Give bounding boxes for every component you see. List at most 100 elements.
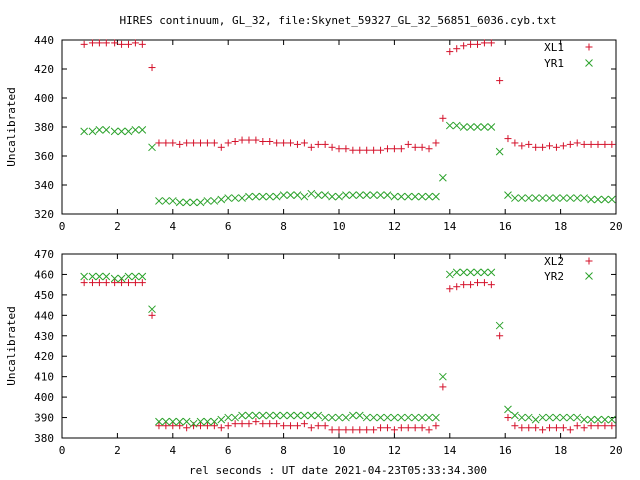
data-point — [124, 272, 133, 281]
data-point — [439, 383, 447, 391]
data-point — [328, 143, 336, 151]
bottom-y-ticks: 380 390 400 410 420 430 440 450 460 470 — [34, 248, 616, 445]
data-point — [168, 417, 177, 426]
x-axis-label: rel seconds : UT date 2021-04-23T05:33:3… — [189, 464, 487, 477]
data-point — [183, 424, 191, 432]
data-point — [328, 192, 336, 201]
data-point — [300, 411, 309, 420]
top-x-ticks: 0 2 4 6 8 10 12 14 16 18 20 — [59, 40, 623, 233]
data-point — [95, 39, 103, 47]
data-point — [559, 424, 567, 432]
data-point — [439, 173, 447, 182]
data-point — [376, 413, 385, 422]
data-point — [566, 194, 575, 202]
data-point — [287, 139, 295, 147]
data-point — [546, 142, 554, 150]
data-point — [495, 147, 504, 156]
bottom-legend: XL2 YR2 — [544, 255, 593, 283]
data-point — [552, 424, 560, 432]
data-point — [111, 279, 119, 287]
data-point — [196, 417, 205, 426]
data-point — [504, 414, 512, 422]
data-point — [259, 138, 267, 145]
data-point — [117, 127, 126, 136]
data-point — [342, 191, 350, 200]
data-point — [404, 424, 412, 432]
data-point — [594, 415, 602, 424]
data-point — [377, 424, 385, 432]
data-point — [342, 426, 350, 434]
data-point — [487, 123, 496, 131]
data-point — [259, 420, 267, 428]
data-point — [404, 140, 412, 148]
y-tick-label: 340 — [34, 179, 54, 192]
data-point — [355, 411, 364, 420]
data-point — [452, 121, 461, 130]
data-point — [404, 192, 413, 201]
x-tick-label: 16 — [499, 220, 512, 233]
legend-marker — [585, 43, 593, 51]
data-point — [566, 140, 574, 148]
bottom-panel: 0 2 4 6 8 10 12 14 16 18 20 380 390 400 410 420 430 440 4… — [5, 248, 623, 457]
data-point — [445, 270, 454, 279]
y-tick-label: 400 — [34, 92, 54, 105]
data-point — [487, 39, 495, 47]
data-point — [432, 192, 440, 201]
legend-label-xl2: XL2 — [544, 255, 564, 268]
bottom-series-xl2 — [80, 279, 616, 434]
data-point — [411, 424, 419, 432]
data-point — [539, 426, 547, 434]
top-series-xl1 — [80, 39, 616, 154]
data-point — [342, 413, 350, 422]
data-point — [265, 411, 274, 420]
data-point — [601, 195, 609, 204]
data-point — [321, 422, 329, 430]
x-tick-label: 10 — [332, 444, 345, 457]
data-point — [124, 127, 133, 136]
data-point — [466, 268, 475, 277]
x-tick-label: 20 — [609, 444, 622, 457]
data-point — [552, 413, 561, 422]
data-point — [183, 139, 191, 147]
data-point — [196, 198, 205, 207]
data-point — [307, 143, 315, 151]
data-point — [480, 123, 489, 131]
legend-label-xl1: XL1 — [544, 41, 564, 54]
data-point — [580, 415, 588, 424]
data-point — [224, 422, 232, 430]
data-point — [460, 42, 468, 50]
chart-title: HIRES continuum, GL_32, file:Skynet_5932… — [119, 14, 556, 27]
data-point — [102, 39, 110, 47]
data-point — [383, 191, 392, 200]
data-point — [245, 192, 253, 201]
y-tick-label: 380 — [34, 432, 54, 445]
data-point — [88, 279, 96, 287]
data-point — [349, 146, 357, 154]
y-tick-label: 380 — [34, 121, 54, 134]
data-point — [425, 192, 433, 201]
data-point — [210, 417, 219, 426]
data-point — [293, 191, 302, 200]
data-point — [131, 39, 139, 47]
data-point — [466, 123, 475, 131]
data-point — [411, 143, 419, 151]
data-point — [238, 411, 246, 420]
y-tick-label: 420 — [34, 63, 54, 76]
data-point — [102, 272, 111, 281]
data-point — [425, 426, 433, 434]
data-point — [511, 411, 519, 420]
legend-marker — [585, 257, 593, 265]
x-tick-label: 4 — [169, 444, 176, 457]
data-point — [383, 145, 391, 153]
data-point — [397, 145, 405, 153]
data-point — [224, 139, 232, 147]
data-point — [88, 39, 96, 47]
bottom-y-axis-label: Uncalibrated — [5, 306, 18, 385]
data-point — [314, 140, 322, 148]
data-point — [587, 140, 595, 148]
data-point — [418, 192, 426, 201]
data-point — [511, 139, 519, 147]
data-point — [272, 411, 281, 420]
data-point — [252, 136, 260, 144]
data-point — [594, 422, 602, 430]
